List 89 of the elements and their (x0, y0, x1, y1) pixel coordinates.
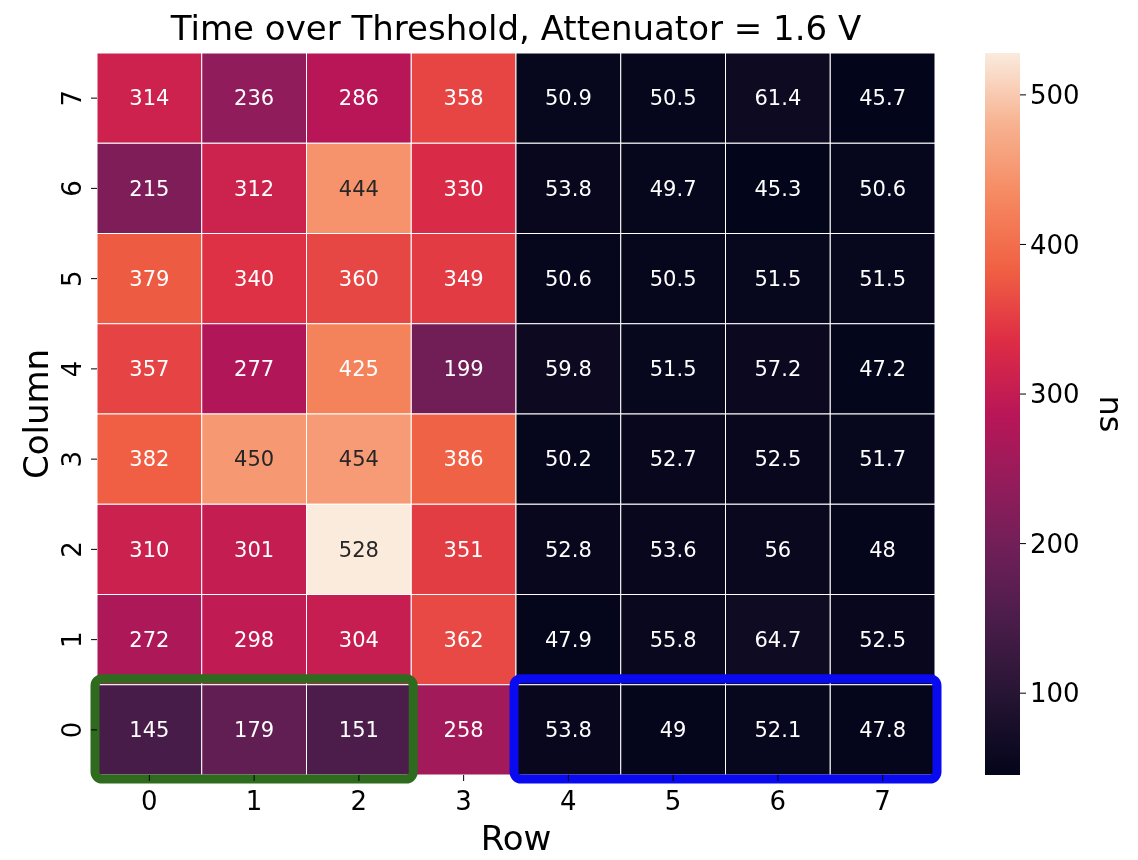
data-label: 49.7 (649, 176, 697, 201)
y-tick-label: 6 (57, 180, 87, 197)
color-bar-label: 200 (1030, 528, 1080, 559)
data-label: 444 (338, 176, 379, 201)
data-label: 330 (443, 176, 484, 201)
data-label: 47.2 (859, 357, 907, 382)
data-label: 236 (234, 86, 275, 111)
y-tick-label: 3 (57, 450, 87, 468)
data-label: 45.3 (754, 176, 802, 201)
data-label: 45.7 (859, 86, 907, 111)
data-label: 304 (338, 627, 379, 652)
data-label: 386 (443, 447, 484, 472)
data-label: 179 (234, 718, 275, 743)
x-tick-label: 3 (455, 786, 472, 816)
data-label: 51.5 (859, 266, 907, 291)
data-label: 50.9 (544, 86, 592, 111)
data-label: 286 (338, 86, 379, 111)
data-label: 52.5 (754, 447, 802, 472)
data-label: 528 (338, 537, 379, 562)
data-label: 145 (129, 718, 170, 743)
data-label: 53.8 (544, 176, 592, 201)
y-tick-label: 4 (57, 360, 87, 378)
color-bar-label: 500 (1030, 79, 1080, 110)
data-label: 47.9 (544, 627, 592, 652)
y-tick-label: 2 (57, 541, 87, 558)
data-label: 52.1 (754, 718, 802, 743)
color-bar-title: ns (1092, 395, 1130, 433)
data-label: 49 (659, 718, 687, 743)
y-tick-label: 5 (57, 270, 87, 287)
data-label: 56 (764, 537, 792, 562)
data-label: 47.8 (859, 718, 907, 743)
data-label: 199 (443, 357, 484, 382)
data-label: 349 (443, 266, 484, 291)
data-label: 61.4 (754, 86, 802, 111)
data-label: 64.7 (754, 627, 802, 652)
data-label: 51.5 (649, 357, 697, 382)
data-label: 52.7 (649, 447, 697, 472)
data-label: 357 (129, 357, 170, 382)
x-tick-label: 7 (874, 786, 891, 816)
data-label: 454 (338, 447, 379, 472)
data-label: 277 (234, 357, 275, 382)
data-label: 59.8 (544, 357, 592, 382)
data-label: 358 (443, 86, 484, 111)
chart-title: Time over Threshold, Attenuator = 1.6 V (169, 8, 862, 48)
data-label: 450 (234, 447, 275, 472)
data-label: 50.6 (544, 266, 592, 291)
data-label: 50.5 (649, 266, 697, 291)
x-tick-label: 6 (769, 786, 787, 816)
x-tick-label: 2 (350, 786, 368, 816)
data-label: 50.5 (649, 86, 697, 111)
color-bar-label: 100 (1030, 678, 1080, 709)
data-label: 53.8 (544, 718, 592, 743)
data-label: 50.2 (544, 447, 592, 472)
data-label: 351 (443, 537, 484, 562)
data-label: 52.8 (544, 537, 592, 562)
x-tick-label: 1 (245, 786, 263, 816)
data-label: 301 (234, 537, 275, 562)
y-tick-label: 7 (57, 89, 87, 107)
data-label: 310 (129, 537, 170, 562)
data-label: 52.5 (859, 627, 907, 652)
data-label: 360 (338, 266, 379, 291)
data-label: 272 (129, 627, 170, 652)
data-label: 425 (338, 357, 379, 382)
y-tick-label: 1 (57, 631, 87, 648)
x-tick-label: 0 (141, 786, 158, 816)
data-label: 298 (234, 627, 275, 652)
data-label: 48 (869, 537, 896, 562)
x-tick-label: 5 (664, 786, 682, 816)
data-label: 312 (234, 176, 275, 201)
data-label: 340 (234, 266, 275, 291)
data-label: 151 (338, 718, 379, 743)
data-label: 53.6 (649, 537, 697, 562)
data-label: 258 (443, 718, 484, 743)
data-label: 382 (129, 447, 170, 472)
data-label: 51.7 (859, 447, 907, 472)
data-label: 55.8 (649, 627, 697, 652)
y-tick-label: 0 (57, 721, 87, 739)
color-bar-label: 300 (1030, 379, 1080, 410)
data-label: 50.6 (859, 176, 907, 201)
data-label: 362 (443, 627, 484, 652)
data-label: 379 (129, 266, 170, 291)
data-label: 215 (129, 176, 170, 201)
color-bar-label: 400 (1030, 229, 1080, 260)
y-axis-title: Column (16, 348, 56, 480)
data-label: 314 (129, 86, 170, 111)
x-axis-title: Row (480, 818, 552, 858)
data-label: 57.2 (754, 357, 802, 382)
x-tick-label: 4 (560, 786, 577, 816)
data-label: 51.5 (754, 266, 802, 291)
